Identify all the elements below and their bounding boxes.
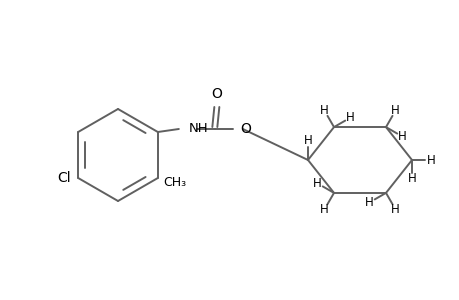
Text: O: O [239, 122, 250, 136]
Text: NH: NH [189, 122, 208, 136]
Text: H: H [319, 104, 328, 117]
Text: H: H [397, 130, 406, 143]
Text: H: H [364, 196, 373, 209]
Text: H: H [319, 203, 328, 216]
Text: Cl: Cl [57, 171, 71, 185]
Text: H: H [425, 154, 434, 166]
Text: H: H [390, 203, 399, 216]
Text: CH₃: CH₃ [163, 176, 186, 188]
Text: O: O [211, 87, 222, 101]
Text: H: H [313, 177, 321, 190]
Text: H: H [407, 172, 415, 185]
Text: H: H [345, 111, 354, 124]
Text: H: H [390, 104, 399, 117]
Text: H: H [303, 134, 312, 148]
